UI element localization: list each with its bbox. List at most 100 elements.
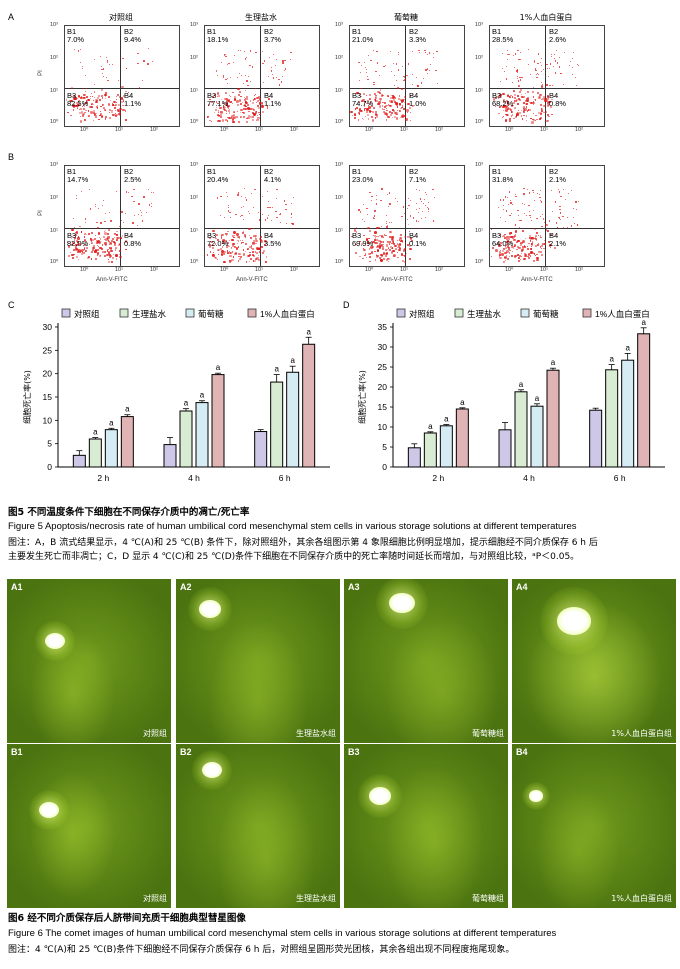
scatter-event [387, 115, 390, 118]
scatter-event [516, 72, 518, 74]
scatter-event [370, 110, 373, 113]
scatter-event [532, 103, 534, 105]
scatter-event [101, 205, 103, 207]
legend-label: 葡萄糖 [198, 309, 224, 319]
scatter-event [148, 204, 150, 206]
x-tick-label: 10² [575, 267, 583, 273]
scatter-event [540, 215, 542, 218]
scatter-event [122, 221, 124, 224]
scatter-event [284, 68, 287, 70]
scatter-event [290, 59, 292, 61]
scatter-event [215, 70, 218, 72]
scatter-event [391, 240, 394, 243]
scatter-event [375, 235, 377, 238]
scatter-event [543, 68, 545, 70]
scatter-event [228, 251, 232, 255]
scatter-event [533, 60, 536, 62]
scatter-event [228, 116, 231, 120]
scatter-event [99, 105, 102, 108]
scatter-event [221, 243, 224, 245]
scatter-event [404, 101, 406, 104]
scatter-event [108, 243, 110, 246]
scatter-event [558, 191, 561, 193]
scatter-event [259, 247, 262, 250]
scatter-event [359, 95, 362, 98]
y-tick-label: 10³ [335, 162, 343, 168]
scatter-event [528, 243, 530, 245]
scatter-event [539, 200, 542, 202]
scatter-event [242, 107, 246, 111]
scatter-event [491, 246, 494, 249]
scatter-event [490, 228, 492, 230]
scatter-event [559, 208, 561, 210]
quadrant-horizontal-line [65, 88, 179, 89]
scatter-event [368, 255, 371, 258]
scatter-event [523, 115, 526, 117]
y-tick-label: 10¹ [475, 88, 483, 94]
scatter-event [243, 98, 246, 101]
scatter-event [375, 70, 377, 73]
scatter-event [104, 93, 108, 97]
scatter-event [230, 252, 232, 254]
scatter-event [517, 239, 520, 243]
scatter-event [225, 191, 227, 193]
scatter-event [542, 104, 546, 108]
scatter-event [98, 236, 100, 238]
scatter-event [560, 72, 562, 74]
scatter-event [122, 57, 124, 59]
scatter-event [513, 238, 516, 242]
scatter-event [366, 256, 368, 258]
scatter-event [382, 94, 384, 97]
scatter-event [252, 109, 256, 112]
scatter-event [224, 216, 226, 218]
y-tick-label: 10³ [190, 22, 198, 28]
scatter-event [507, 95, 509, 97]
scatter-event [533, 238, 535, 240]
scatter-event [94, 234, 97, 237]
scatter-event [374, 237, 377, 239]
scatter-event [230, 216, 232, 218]
scatter-event [562, 215, 564, 218]
scatter-event [78, 243, 81, 246]
scatter-event [558, 66, 561, 68]
scatter-event [386, 257, 389, 260]
bar [120, 416, 134, 468]
scatter-event [235, 252, 238, 254]
scatter-event [383, 258, 385, 260]
y-tick-label: 30 [43, 322, 53, 332]
scatter-event [380, 254, 382, 256]
scatter-event [257, 97, 259, 100]
legend-label: 生理盐水 [132, 309, 167, 319]
y-tick-label: 5 [47, 439, 52, 449]
scatter-event [368, 229, 372, 233]
scatter-event [274, 65, 276, 67]
scatter-event [96, 254, 98, 256]
scatter-event [224, 104, 228, 107]
scatter-event [395, 247, 398, 250]
scatter-event [232, 91, 235, 94]
scatter-event [97, 95, 100, 98]
quadrant-label: B1 [352, 167, 362, 176]
scatter-event [89, 95, 92, 98]
scatter-event [107, 240, 110, 242]
scatter-event [104, 109, 107, 112]
scatter-event [92, 112, 96, 115]
scatter-event [521, 76, 523, 79]
scatter-event [221, 119, 224, 122]
scatter-event [401, 87, 404, 90]
scatter-event [96, 227, 98, 229]
scatter-event [508, 96, 510, 98]
y-tick-label: 10¹ [335, 228, 343, 234]
scatter-event [249, 251, 251, 254]
scatter-event [77, 251, 79, 254]
scatter-event [361, 99, 364, 102]
scatter-event [262, 196, 264, 198]
scatter-event [516, 248, 518, 251]
scatter-event [109, 241, 112, 245]
scatter-event [358, 209, 360, 211]
scatter-event [112, 102, 114, 104]
scatter-event [253, 94, 255, 97]
scatter-event [391, 238, 393, 241]
scatter-event [76, 249, 78, 252]
scatter-event [281, 75, 283, 77]
